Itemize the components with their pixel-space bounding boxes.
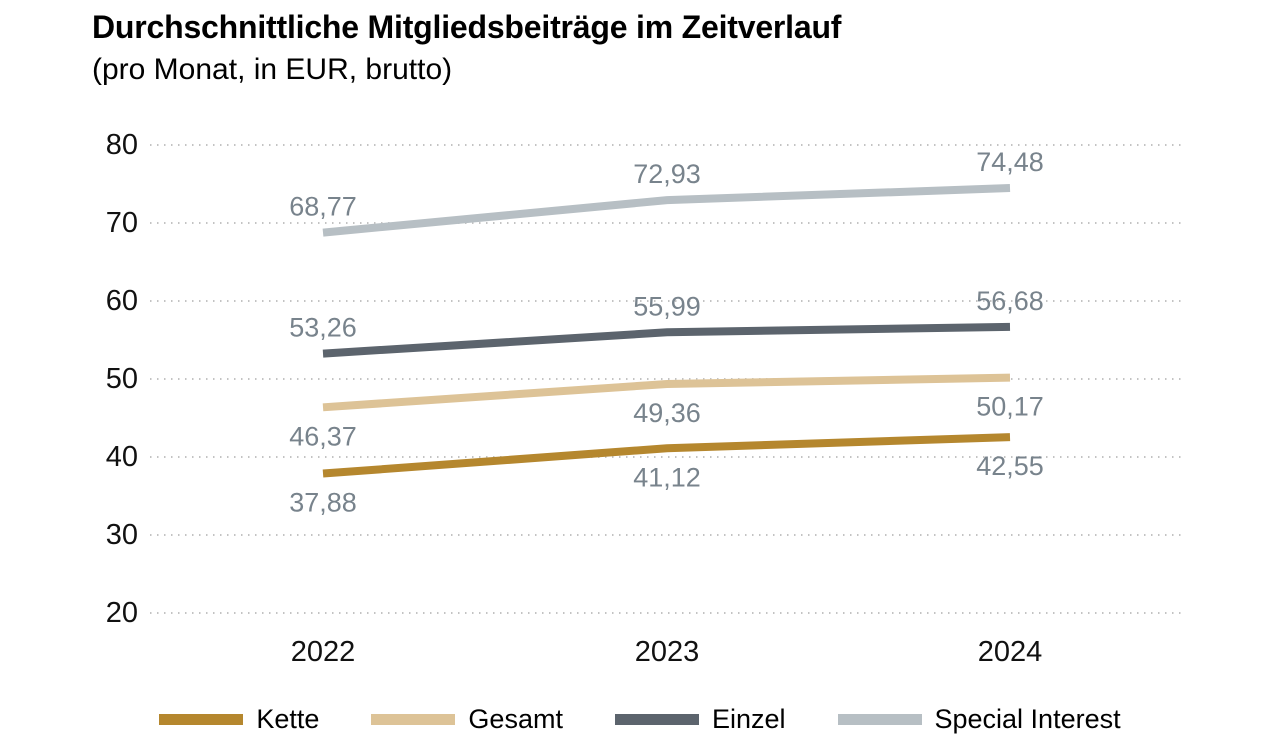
- x-tick-label: 2022: [291, 636, 356, 668]
- data-label-gesamt: 50,17: [976, 392, 1044, 422]
- legend-item-kette: Kette: [159, 706, 319, 733]
- data-label-special-interest: 72,93: [633, 159, 701, 189]
- legend-item-special-interest: Special Interest: [837, 704, 1121, 734]
- series-line-einzel: [322, 322, 1011, 358]
- series-line-kette: [322, 433, 1011, 478]
- legend-label-einzel: Einzel: [711, 704, 786, 734]
- chart-legend: Kette Gesamt Einzel Special Interest: [0, 706, 1280, 733]
- chart-header: Durchschnittliche Mitgliedsbeiträge im Z…: [92, 8, 841, 88]
- data-label-gesamt: 46,37: [289, 421, 357, 451]
- y-tick-label: 20: [106, 597, 138, 629]
- data-label-kette: 41,12: [633, 462, 701, 492]
- series-line-special-interest: [322, 184, 1011, 237]
- y-tick-label: 50: [106, 363, 138, 395]
- data-label-gesamt: 49,36: [633, 398, 701, 428]
- data-label-kette: 42,55: [976, 451, 1044, 481]
- data-label-special-interest: 74,48: [976, 147, 1044, 177]
- y-tick-label: 70: [106, 207, 138, 239]
- legend-swatch-special-interest: [837, 714, 922, 725]
- x-tick-label: 2024: [978, 636, 1043, 668]
- legend-swatch-gesamt: [371, 714, 456, 725]
- legend-swatch-kette: [159, 714, 244, 725]
- legend-label-gesamt: Gesamt: [468, 704, 563, 734]
- chart-title: Durchschnittliche Mitgliedsbeiträge im Z…: [92, 9, 842, 45]
- line-chart: 80 70 60 50 40 30 20 2022 2023 2024 37,88 41,12 42,5…: [106, 129, 1183, 668]
- series-line-gesamt: [322, 373, 1011, 412]
- legend-swatch-einzel: [614, 714, 699, 725]
- data-label-einzel: 53,26: [289, 313, 357, 343]
- legend-label-kette: Kette: [256, 704, 320, 734]
- y-tick-label: 80: [106, 129, 138, 161]
- legend-label-special-interest: Special Interest: [934, 704, 1121, 734]
- y-tick-label: 30: [106, 519, 138, 551]
- y-tick-label: 40: [106, 441, 138, 473]
- legend-item-einzel: Einzel: [614, 704, 786, 734]
- y-tick-label: 60: [106, 285, 138, 317]
- data-label-special-interest: 68,77: [289, 192, 357, 222]
- x-tick-label: 2023: [635, 636, 700, 668]
- data-label-kette: 37,88: [289, 488, 357, 518]
- data-label-einzel: 55,99: [633, 291, 701, 321]
- data-label-einzel: 56,68: [976, 286, 1044, 316]
- chart-subtitle: (pro Monat, in EUR, brutto): [92, 53, 453, 87]
- legend-item-gesamt: Gesamt: [371, 706, 563, 733]
